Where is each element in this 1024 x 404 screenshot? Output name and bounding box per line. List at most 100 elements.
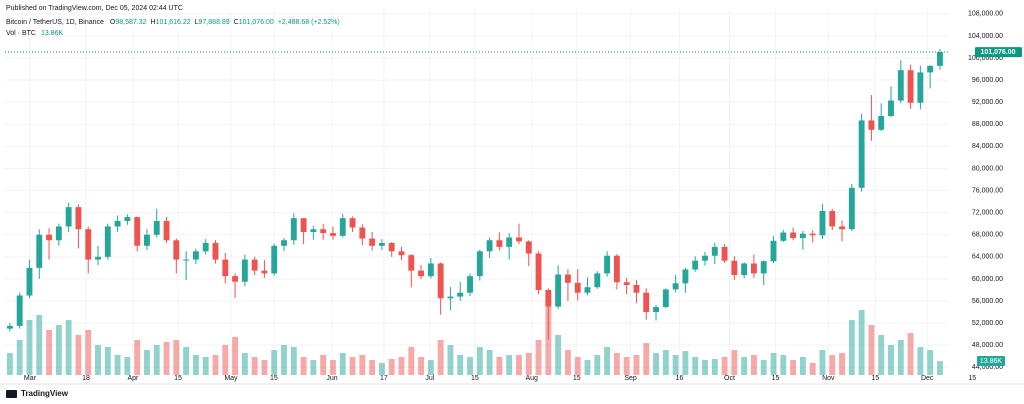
candle-body bbox=[770, 240, 777, 262]
candle-body bbox=[623, 282, 630, 285]
volume-bar bbox=[467, 357, 473, 375]
candle-body bbox=[516, 237, 522, 242]
axis-layer: 44,000.00 48,000.00 52,000.00 56,000.00 60,0… bbox=[968, 11, 1003, 371]
x-tick-label: Oct bbox=[724, 375, 735, 382]
volume-bar bbox=[222, 345, 229, 375]
volume-bar bbox=[437, 340, 444, 375]
candle-body bbox=[506, 237, 513, 247]
volume-bar bbox=[819, 350, 826, 375]
volume-bar bbox=[897, 340, 904, 375]
candle-body bbox=[633, 284, 640, 293]
y-tick-label: 104,000.00 bbox=[968, 33, 1003, 40]
volume-bar bbox=[633, 355, 640, 375]
volume-bar bbox=[594, 355, 601, 375]
y-tick-label: 88,000.00 bbox=[972, 121, 1003, 128]
ohlc-key: O bbox=[110, 19, 116, 26]
x-tick-label: 15 bbox=[968, 375, 976, 382]
candle-body bbox=[457, 292, 464, 297]
volume-bar bbox=[232, 337, 239, 375]
volume-bar bbox=[927, 350, 934, 375]
x-tick-label: May bbox=[224, 375, 238, 382]
candle-body bbox=[741, 263, 748, 276]
y-tick-label: 100,000.00 bbox=[968, 55, 1003, 62]
volume-bar bbox=[613, 353, 620, 375]
candle-body bbox=[222, 259, 229, 277]
candle-body bbox=[437, 263, 444, 299]
volume-bar bbox=[36, 315, 43, 375]
volume-bar bbox=[85, 330, 92, 375]
published-note: Published on TradingView.com, Dec 05, 20… bbox=[6, 5, 183, 12]
volume-last-box bbox=[977, 356, 1005, 366]
candle-body bbox=[574, 282, 581, 293]
candle-body bbox=[310, 229, 317, 232]
volume-bar bbox=[6, 353, 13, 375]
candle-body bbox=[888, 100, 894, 117]
x-tick-label: 16 bbox=[676, 375, 684, 382]
volume-bar bbox=[839, 353, 845, 375]
volume-bar bbox=[790, 360, 797, 375]
candle-layer bbox=[5, 49, 948, 340]
candle-body bbox=[692, 260, 699, 270]
candle-body bbox=[26, 267, 33, 296]
last-price-label: 101,076.00 bbox=[980, 49, 1015, 56]
candle-body bbox=[829, 210, 836, 227]
volume-bar bbox=[780, 355, 787, 375]
candle-body bbox=[819, 210, 826, 236]
candle-body bbox=[643, 292, 650, 313]
volume-bar bbox=[251, 357, 258, 375]
volume-bar bbox=[555, 335, 562, 375]
x-tick-label: 15 bbox=[871, 375, 879, 382]
x-tick-label: 15 bbox=[471, 375, 479, 382]
volume-bar bbox=[212, 355, 219, 375]
volume-bar bbox=[447, 345, 454, 375]
ohlc-key: C bbox=[234, 19, 239, 26]
volume-bar bbox=[427, 360, 434, 375]
candle-body bbox=[65, 207, 72, 227]
volume-bar bbox=[114, 355, 121, 375]
x-tick-label: 17 bbox=[380, 375, 388, 382]
volume-bar bbox=[770, 353, 777, 375]
candle-body bbox=[378, 243, 385, 246]
volume-bar bbox=[937, 361, 943, 375]
y-tick-label: 84,000.00 bbox=[972, 143, 1003, 150]
candle-body bbox=[731, 260, 738, 276]
candle-body bbox=[564, 274, 571, 283]
volume-bar bbox=[418, 357, 425, 375]
volume-bar bbox=[829, 355, 836, 375]
volume-bar bbox=[241, 353, 248, 375]
volume-bar bbox=[202, 357, 209, 375]
volume-bar bbox=[662, 350, 669, 375]
volume-bar bbox=[388, 359, 395, 375]
candle-body bbox=[271, 245, 278, 274]
volume-bar bbox=[516, 355, 522, 375]
volume-bar bbox=[878, 335, 885, 375]
volume-bar bbox=[506, 355, 513, 375]
candle-body bbox=[398, 251, 405, 256]
candle-body bbox=[672, 283, 679, 290]
candle-body bbox=[300, 218, 307, 232]
volume-bar bbox=[848, 320, 855, 375]
candle-body bbox=[153, 220, 160, 235]
volume-bar bbox=[643, 343, 650, 375]
grid-layer bbox=[5, 10, 973, 375]
candle-body bbox=[937, 52, 943, 66]
candle-body bbox=[476, 251, 483, 277]
volume-bar bbox=[692, 357, 699, 375]
x-tick-label: 15 bbox=[270, 375, 278, 382]
volume-bar bbox=[672, 355, 679, 375]
candle-body bbox=[525, 241, 532, 254]
candle-body bbox=[750, 263, 757, 274]
candle-body bbox=[144, 234, 150, 246]
candle-body bbox=[114, 220, 121, 227]
candle-body bbox=[653, 307, 659, 313]
candle-body bbox=[858, 120, 865, 188]
candle-body bbox=[555, 274, 562, 307]
x-tick-label: Nov bbox=[822, 375, 835, 382]
volume-bar bbox=[320, 355, 327, 375]
y-tick-label: 48,000.00 bbox=[972, 342, 1003, 349]
volume-bar bbox=[75, 335, 82, 375]
change: +2,488.68 (+2.52%) bbox=[278, 19, 340, 26]
candle-body bbox=[408, 255, 415, 271]
volume-bar bbox=[310, 360, 317, 375]
volume-bar bbox=[486, 350, 493, 375]
